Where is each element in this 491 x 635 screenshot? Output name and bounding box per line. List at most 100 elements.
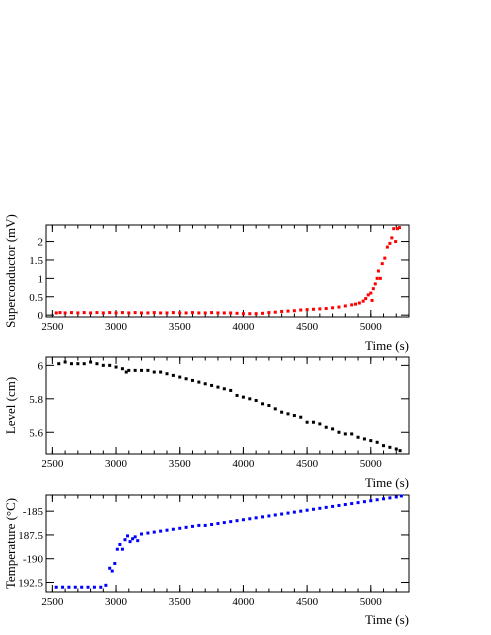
data-point [350, 303, 354, 307]
data-point [337, 430, 341, 434]
data-point [369, 439, 373, 443]
plot-panel: 2500 3000 3500 4000 4500 5000 0 0.5 1 1.5 2 Time (s… [3, 214, 410, 353]
data-point [171, 311, 175, 315]
data-point [178, 375, 182, 379]
y-tick-label: 1.5 [29, 255, 43, 267]
data-point [362, 437, 366, 441]
data-point [311, 507, 315, 511]
data-point [108, 363, 112, 367]
data-point [398, 449, 402, 453]
data-point [375, 276, 379, 280]
data-point [120, 311, 124, 315]
data-point [375, 440, 379, 444]
data-point [299, 509, 303, 513]
data-point [318, 422, 322, 426]
data-point [76, 362, 80, 366]
plot-frame [45, 224, 410, 318]
data-point [375, 498, 379, 502]
data-point [140, 311, 144, 315]
data-point [216, 385, 220, 389]
data-point [184, 377, 188, 381]
data-point [197, 523, 201, 527]
data-point [99, 585, 103, 589]
data-point [286, 412, 290, 416]
data-point [95, 311, 99, 315]
data-point [261, 402, 265, 406]
data-point [115, 547, 119, 551]
y-tick-label: 0 [38, 310, 44, 322]
data-point [280, 410, 284, 414]
data-point [331, 427, 335, 431]
data-point [171, 373, 175, 377]
data-point [184, 525, 188, 529]
x-tick-label: 2500 [41, 596, 64, 608]
data-point [203, 382, 207, 386]
data-point [343, 304, 347, 308]
data-point [305, 308, 309, 312]
data-point [133, 535, 137, 539]
data-point [369, 291, 373, 295]
data-point [67, 585, 71, 589]
data-point [369, 499, 373, 503]
data-point [318, 307, 322, 311]
y-tick-label: 1 [38, 273, 44, 285]
data-point [133, 311, 137, 315]
data-point [324, 307, 328, 311]
data-point [241, 518, 245, 522]
data-point [190, 378, 194, 382]
data-point [222, 521, 226, 525]
data-point [108, 311, 112, 315]
data-point [380, 262, 384, 266]
data-point [110, 569, 114, 573]
data-point [120, 367, 124, 371]
data-point [136, 539, 140, 543]
data-point [229, 520, 233, 524]
plot-panel: 2500 3000 3500 4000 4500 5000 -185 187.5 -190 192… [3, 494, 410, 627]
data-point [267, 311, 271, 315]
data-point [80, 585, 84, 589]
x-tick-label: 4500 [296, 596, 319, 608]
data-point [76, 311, 80, 315]
data-point [292, 414, 296, 418]
data-point [356, 435, 360, 439]
data-point [235, 393, 239, 397]
data-point [273, 513, 277, 517]
data-point [126, 534, 130, 538]
data-point [146, 311, 150, 315]
data-point [311, 307, 315, 311]
data-point [123, 538, 127, 542]
data-point [63, 360, 67, 364]
plot-frame [45, 356, 410, 455]
x-tick-label: 3500 [169, 321, 192, 333]
y-tick-label: 5.8 [29, 394, 43, 406]
data-point [108, 566, 112, 570]
data-point [197, 380, 201, 384]
data-point [128, 540, 132, 544]
data-point [399, 494, 403, 498]
data-point [114, 365, 118, 369]
data-point [371, 287, 375, 291]
data-point [54, 585, 58, 589]
y-tick-label: -185 [23, 506, 44, 518]
data-point [254, 312, 258, 316]
data-point [382, 444, 386, 448]
y-axis-title: Superconductor (mV) [3, 214, 18, 328]
data-point [364, 297, 368, 301]
plot-frame [45, 494, 410, 593]
data-point [378, 276, 382, 280]
data-point [248, 397, 252, 401]
data-point [178, 311, 182, 315]
data-point [89, 360, 93, 364]
data-point [388, 445, 392, 449]
data-point [392, 227, 396, 231]
data-point [343, 432, 347, 436]
x-tick-label: 4000 [232, 321, 255, 333]
data-point [203, 523, 207, 527]
x-tick-label: 5000 [360, 458, 383, 470]
data-point [273, 310, 277, 314]
data-point [140, 532, 144, 536]
data-point [356, 501, 360, 505]
data-point [82, 311, 86, 315]
data-point [331, 306, 335, 310]
data-point [318, 506, 322, 510]
